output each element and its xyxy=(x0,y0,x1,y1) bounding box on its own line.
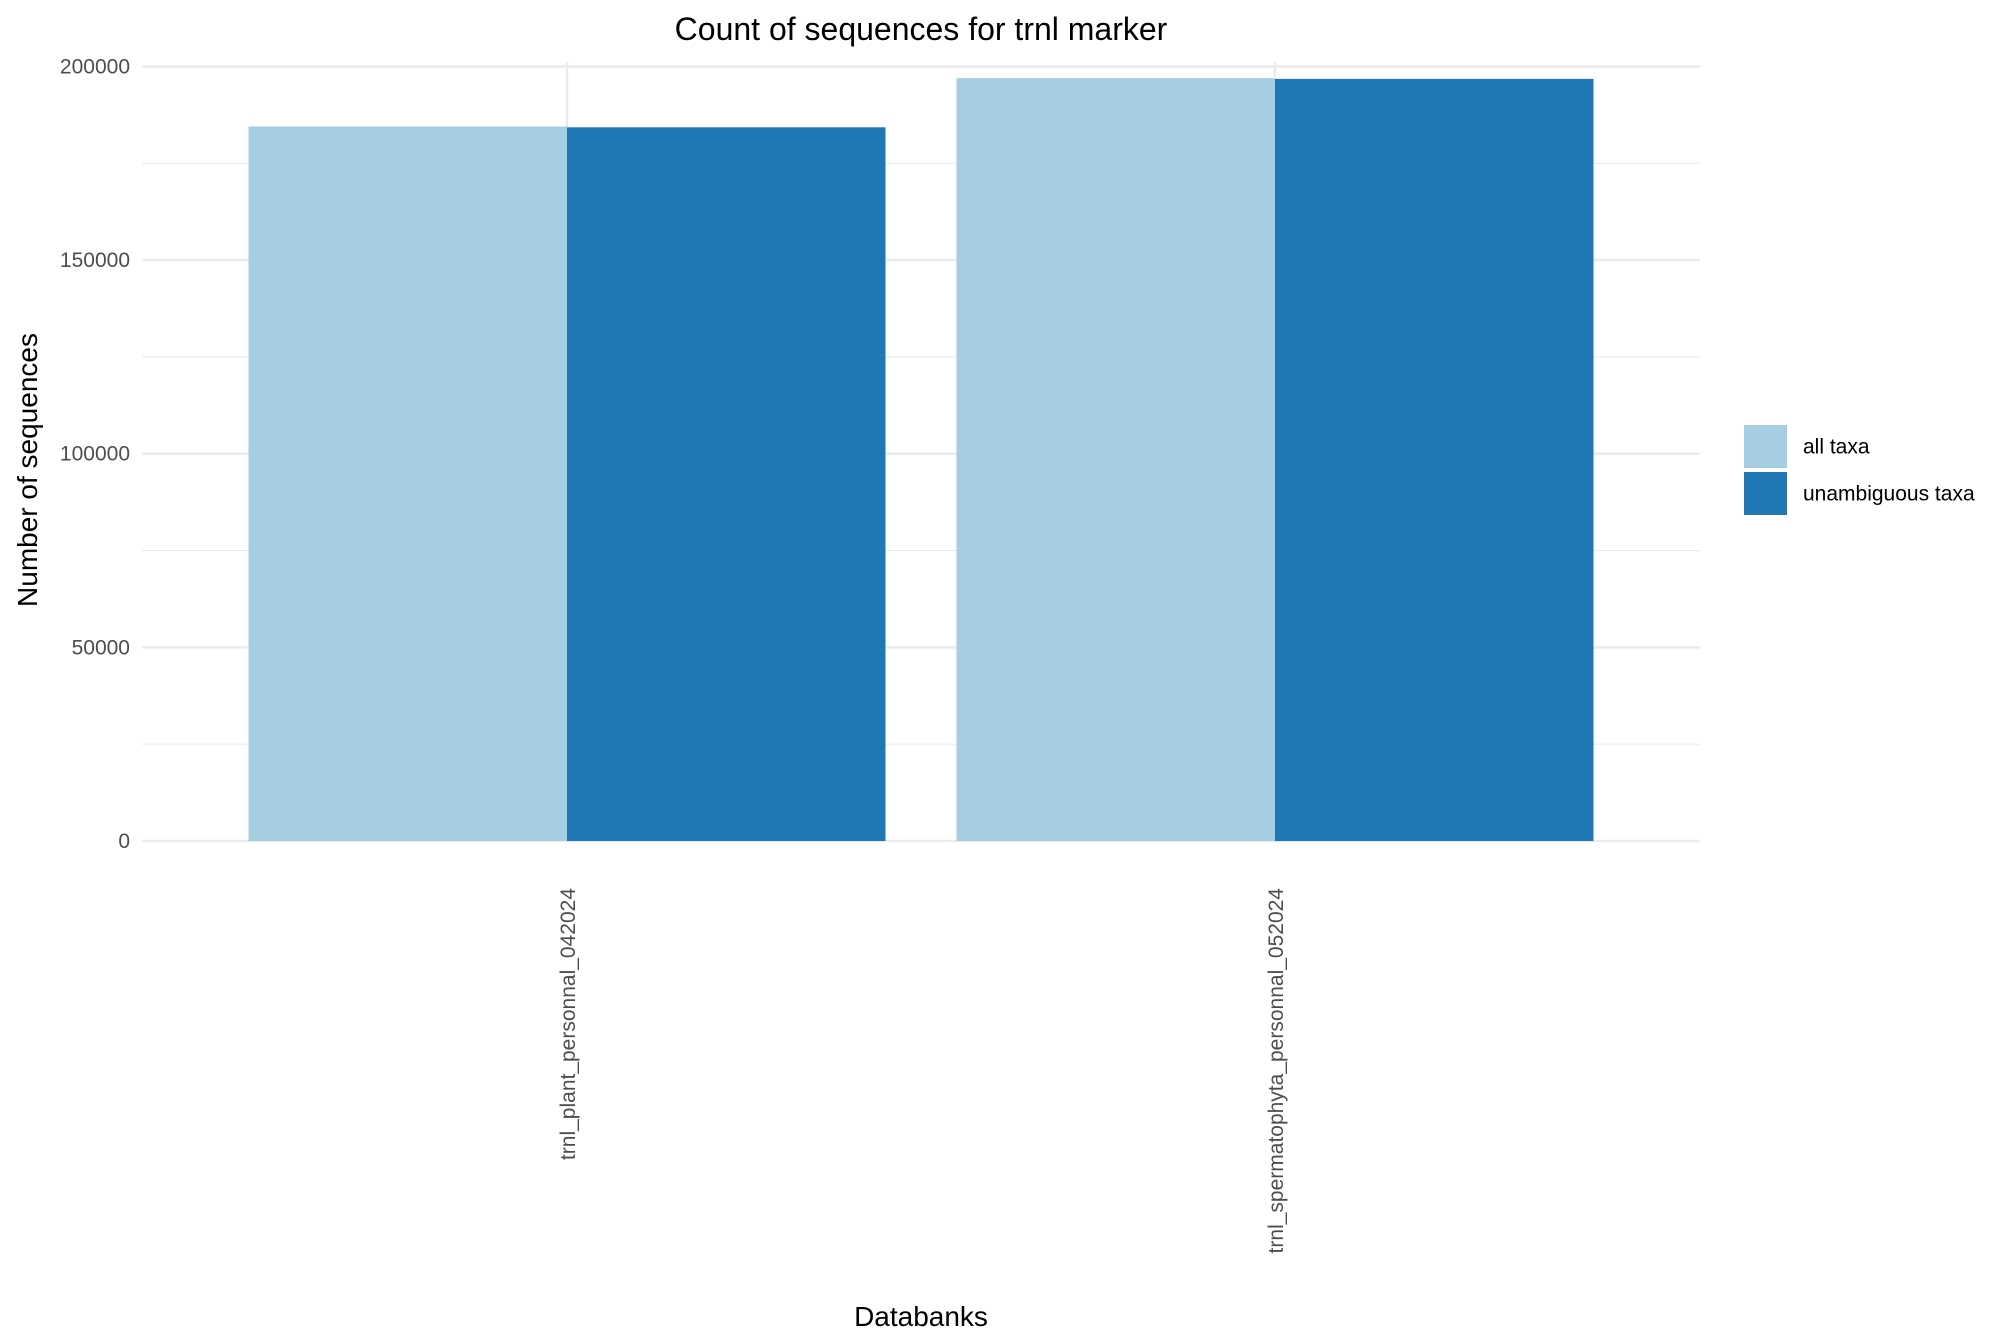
y-tick-label: 200000 xyxy=(60,55,130,78)
legend-label: all taxa xyxy=(1803,436,1870,459)
y-tick-label: 150000 xyxy=(60,249,130,272)
bar xyxy=(248,126,567,842)
x-axis-title: Databanks xyxy=(854,1301,988,1332)
legend-label: unambiguous taxa xyxy=(1803,483,1975,506)
bar xyxy=(1275,78,1594,841)
x-tick-label: trnl_spermatophyta_personnal_052024 xyxy=(1265,888,1288,1254)
bar xyxy=(956,78,1275,842)
legend: all taxa unambiguous taxa xyxy=(1744,425,1975,515)
y-tick-label: 0 xyxy=(118,830,130,853)
x-tick-label: trnl_plant_personnal_042024 xyxy=(557,888,580,1160)
chart-title: Count of sequences for trnl marker xyxy=(675,11,1168,47)
y-axis-ticks: 0 50000 100000 150000 200000 xyxy=(60,55,130,853)
y-axis-title: Number of sequences xyxy=(12,333,43,607)
y-tick-label: 50000 xyxy=(72,636,130,659)
bar xyxy=(567,127,886,841)
legend-key xyxy=(1744,472,1787,515)
y-tick-label: 100000 xyxy=(60,443,130,466)
x-axis-ticks: trnl_plant_personnal_042024 trnl_spermato… xyxy=(557,888,1288,1254)
legend-key xyxy=(1744,425,1787,468)
bars xyxy=(248,78,1594,842)
